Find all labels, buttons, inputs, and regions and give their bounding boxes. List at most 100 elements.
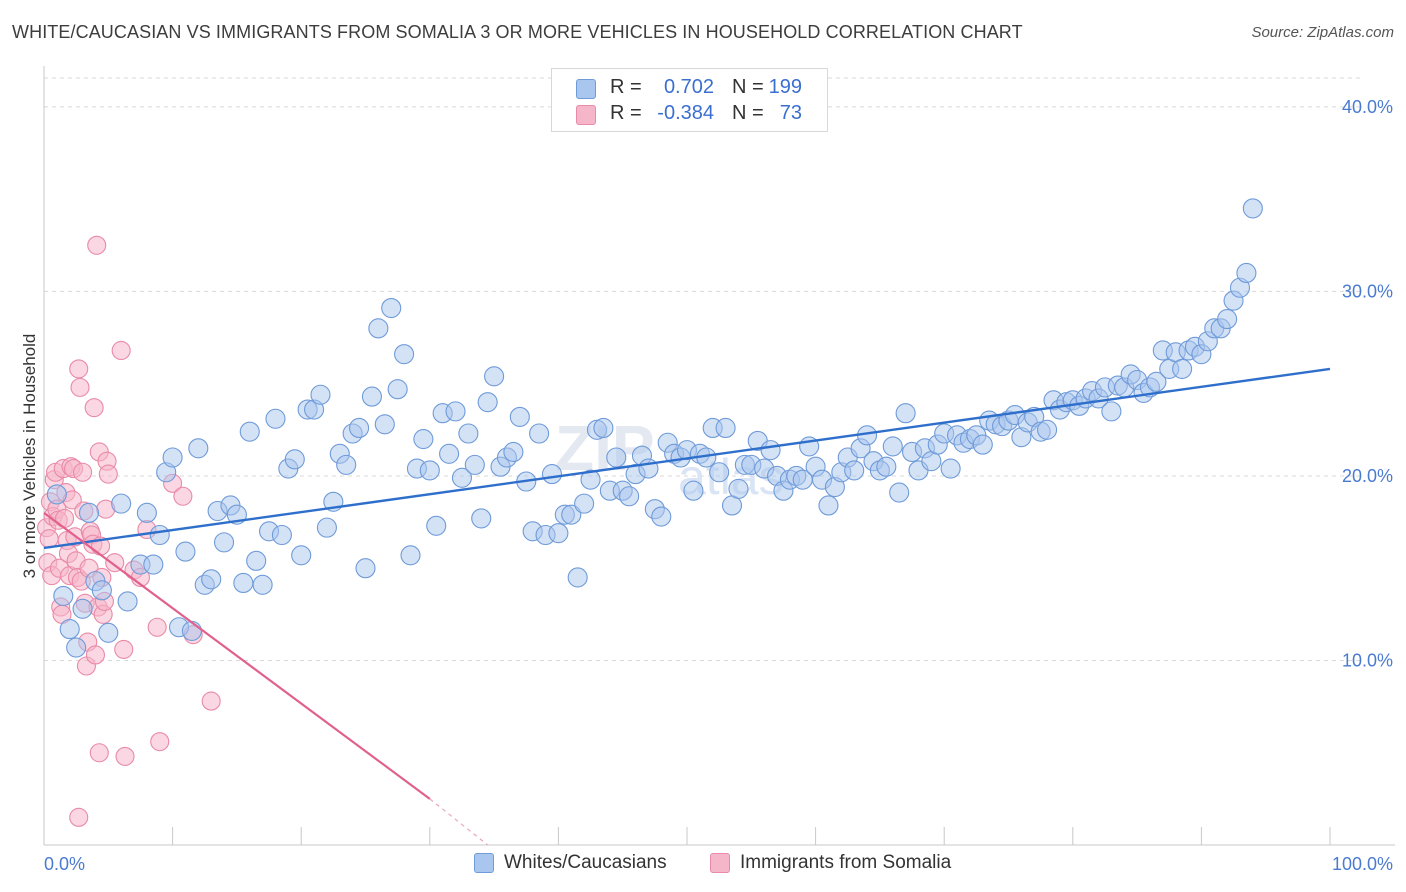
white-point: [188, 438, 209, 459]
somalia-point: [111, 340, 131, 361]
white-point: [66, 637, 87, 658]
white-point: [709, 462, 730, 483]
white-point: [818, 495, 839, 516]
white-points: [46, 198, 1263, 658]
white-point: [355, 558, 376, 579]
somalia-point: [147, 617, 167, 637]
white-point: [78, 502, 100, 523]
white-point: [233, 572, 254, 594]
white-point: [239, 421, 260, 442]
white-point: [651, 506, 672, 527]
white-point: [509, 406, 530, 427]
white-point: [111, 493, 132, 514]
legend-label-somalia: Immigrants from Somalia: [740, 852, 952, 873]
white-point: [439, 443, 460, 464]
white-point: [844, 460, 865, 481]
white-point: [181, 620, 202, 642]
white-point: [400, 545, 421, 566]
white-point: [316, 517, 337, 538]
somalia-trend-extension: [429, 798, 489, 846]
white-point: [336, 454, 357, 475]
white-point: [361, 386, 382, 407]
white-point: [760, 440, 781, 461]
white-point: [561, 504, 582, 525]
white-point: [606, 447, 627, 468]
somalia-point: [84, 398, 104, 418]
white-point: [1172, 358, 1193, 379]
white-point: [458, 423, 479, 444]
white-point: [59, 619, 80, 640]
white-point: [271, 524, 292, 546]
stats-row-whites: R = 0.702 N = 199: [552, 75, 827, 101]
white-point: [213, 532, 235, 553]
somalia-points: [37, 235, 221, 827]
white-point: [728, 478, 749, 499]
y-tick-label: 20.0%: [1342, 466, 1393, 486]
somalia-point: [105, 553, 125, 573]
somalia-trend-line: [43, 511, 431, 800]
n-value: 73: [779, 102, 802, 124]
white-point: [175, 541, 196, 562]
whites-trend-line: [43, 367, 1331, 550]
y-tick-labels: 10.0% 20.0% 30.0% 40.0%: [1342, 97, 1393, 671]
r-label: R =: [610, 76, 642, 98]
y-tick-label: 40.0%: [1342, 97, 1393, 117]
white-point: [471, 508, 492, 529]
somalia-point: [70, 377, 90, 397]
white-point: [368, 318, 389, 339]
stats-legend: R = 0.702 N = 199 R = -0.384 N = 73: [551, 68, 828, 132]
white-point: [136, 502, 157, 523]
white-point: [310, 384, 331, 405]
white-point: [291, 545, 312, 566]
white-point: [374, 414, 395, 435]
white-point: [201, 569, 222, 590]
white-point: [567, 567, 588, 588]
white-point: [149, 524, 170, 546]
white-point: [53, 585, 74, 606]
white-point: [413, 428, 434, 450]
white-point: [940, 458, 961, 479]
white-point: [972, 434, 993, 455]
white-point: [464, 454, 485, 475]
white-point: [419, 460, 440, 481]
somalia-point: [89, 743, 109, 763]
white-point: [876, 456, 897, 477]
white-point: [593, 417, 614, 439]
somalia-point: [201, 691, 221, 711]
blue-swatch-icon: [576, 79, 596, 99]
white-point: [117, 591, 138, 612]
white-point: [91, 580, 112, 601]
legend-label-whites: Whites/Caucasians: [504, 852, 667, 873]
n-label: N =: [732, 76, 764, 98]
white-point: [349, 417, 370, 439]
x-tick-label: 0.0%: [44, 854, 85, 874]
white-point: [1236, 262, 1257, 284]
white-point: [246, 550, 267, 571]
r-value: -0.384: [657, 102, 714, 124]
white-point: [541, 464, 563, 485]
white-point: [387, 379, 408, 400]
source-note: Source: ZipAtlas.com: [1251, 24, 1394, 41]
r-label: R =: [610, 102, 642, 124]
pink-swatch-icon: [576, 105, 596, 125]
white-point: [683, 480, 704, 501]
white-point: [619, 486, 640, 507]
white-point: [1037, 419, 1058, 440]
somalia-point: [39, 529, 59, 549]
white-point: [715, 417, 736, 439]
white-point: [882, 436, 903, 457]
white-point: [445, 401, 466, 422]
white-point: [451, 467, 473, 488]
white-point: [574, 493, 595, 514]
blue-swatch-icon: [474, 853, 494, 873]
somalia-point: [98, 464, 118, 484]
somalia-point: [173, 486, 193, 506]
white-point: [889, 482, 910, 503]
white-point: [1217, 309, 1238, 330]
white-point: [265, 408, 286, 429]
somalia-point: [114, 639, 134, 659]
y-axis-label: 3 or more Vehicles in Household: [20, 334, 39, 579]
white-point: [1146, 371, 1167, 392]
white-point: [548, 523, 569, 544]
